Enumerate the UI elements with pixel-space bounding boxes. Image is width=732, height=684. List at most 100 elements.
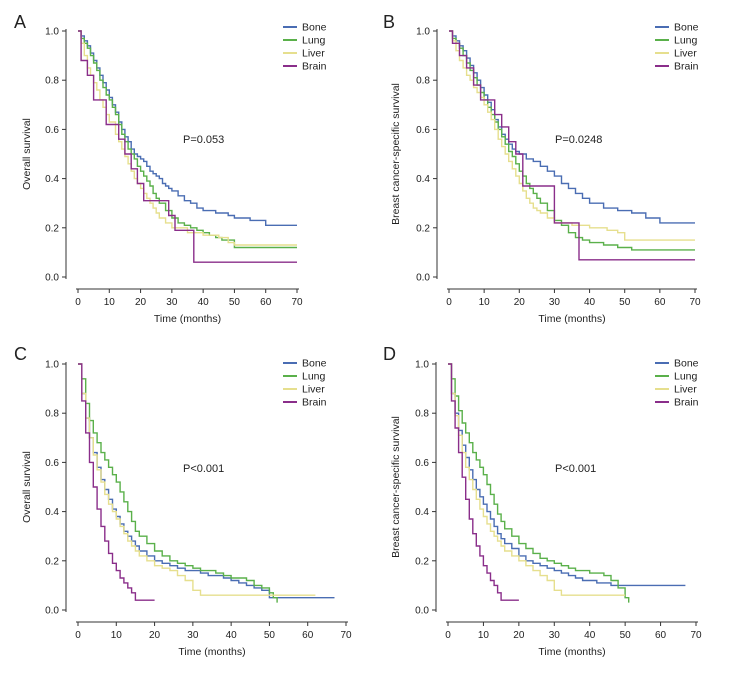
x-tick-label: 0	[75, 297, 81, 308]
legend-label-lung: Lung	[302, 35, 326, 47]
legend-label-bone: Bone	[302, 358, 327, 370]
panel-letter: B	[383, 12, 395, 32]
y-axis-title: Breast cancer-specific survival	[390, 83, 402, 225]
p-value-annotation: P<0.001	[555, 463, 596, 475]
y-axis-title: Overall survival	[21, 118, 33, 190]
x-tick-label: 60	[260, 297, 272, 308]
panel-letter: A	[14, 12, 26, 32]
x-axis-title: Time (months)	[538, 313, 605, 325]
x-tick-label: 70	[690, 630, 702, 641]
legend-label-brain: Brain	[302, 397, 327, 409]
x-tick-label: 10	[479, 297, 491, 308]
x-tick-label: 60	[655, 630, 667, 641]
y-tick-label: 0.2	[416, 223, 430, 234]
y-tick-label: 0.0	[416, 273, 430, 284]
panel-c: C 0.0 0.2 0.4 0.6 0.8 1.0 0 10 20 30 40 50 60 70 Time (…	[14, 344, 352, 658]
y-tick-label: 0.0	[45, 273, 59, 284]
y-tick-label: 0.8	[415, 409, 429, 420]
y-tick-label: 0.6	[415, 458, 429, 469]
legend-label-liver: Liver	[674, 48, 697, 60]
series-brain-curve	[448, 363, 519, 601]
y-tick-label: 0.8	[416, 76, 430, 87]
y-tick-label: 0.2	[415, 556, 429, 567]
x-tick-label: 30	[549, 630, 561, 641]
x-tick-label: 30	[166, 297, 178, 308]
x-axis-title: Time (months)	[538, 646, 605, 658]
panel-letter: D	[383, 344, 396, 364]
series-lung-curve	[78, 30, 297, 249]
x-axis-title: Time (months)	[154, 313, 221, 325]
x-tick-label: 50	[229, 297, 241, 308]
y-tick-label: 0.6	[45, 458, 59, 469]
x-tick-label: 60	[302, 630, 314, 641]
series-liver-curve	[78, 363, 316, 596]
legend-label-bone: Bone	[302, 22, 327, 34]
y-tick-label: 1.0	[415, 360, 429, 371]
series-brain-curve	[78, 363, 155, 601]
y-tick-label: 0.4	[45, 507, 59, 518]
axes	[432, 362, 698, 626]
x-tick-label: 30	[187, 630, 199, 641]
x-tick-label: 40	[584, 630, 596, 641]
x-tick-label: 10	[104, 297, 116, 308]
x-tick-label: 70	[689, 297, 701, 308]
x-tick-label: 10	[478, 630, 490, 641]
y-tick-label: 0.8	[45, 76, 59, 87]
axes	[62, 29, 299, 293]
y-tick-label: 0.6	[416, 125, 430, 136]
y-tick-label: 0.2	[45, 556, 59, 567]
y-tick-label: 0.4	[45, 174, 59, 185]
y-tick-label: 0.2	[45, 223, 59, 234]
x-tick-label: 0	[75, 630, 81, 641]
axes	[62, 362, 348, 626]
panel-a: A 0.0 0.2 0.4 0.6 0.8 1.0 0 10 20 30 40 50 60 70 Time (…	[14, 12, 327, 325]
x-tick-label: 40	[226, 630, 238, 641]
series-lung-curve	[449, 30, 695, 251]
x-tick-label: 50	[264, 630, 276, 641]
series-bone-curve	[449, 30, 695, 224]
x-tick-label: 50	[620, 630, 632, 641]
legend-label-brain: Brain	[674, 397, 699, 409]
x-tick-label: 0	[446, 297, 452, 308]
x-tick-label: 40	[584, 297, 596, 308]
legend-label-bone: Bone	[674, 358, 699, 370]
y-tick-label: 1.0	[45, 360, 59, 371]
series-lung-curve	[448, 363, 630, 603]
x-tick-label: 20	[513, 630, 525, 641]
p-value-annotation: P=0.0248	[555, 134, 602, 146]
legend-label-bone: Bone	[674, 22, 699, 34]
y-tick-label: 0.4	[416, 174, 430, 185]
x-tick-label: 70	[340, 630, 352, 641]
x-tick-label: 60	[654, 297, 666, 308]
y-axis-title: Overall survival	[21, 451, 33, 523]
legend-label-liver: Liver	[674, 384, 697, 396]
series-liver-curve	[448, 363, 626, 596]
y-tick-label: 0.8	[45, 409, 59, 420]
panel-b: B 0.0 0.2 0.4 0.6 0.8 1.0 0 10 20 30 40 50 60 70 Time (…	[383, 12, 701, 325]
x-tick-label: 0	[445, 630, 451, 641]
legend-label-lung: Lung	[674, 35, 698, 47]
x-axis-title: Time (months)	[178, 646, 245, 658]
y-axis-title: Breast cancer-specific survival	[390, 416, 402, 558]
x-tick-label: 30	[549, 297, 561, 308]
y-tick-label: 0.6	[45, 125, 59, 136]
panel-d: D 0.0 0.2 0.4 0.6 0.8 1.0 0 10 20 30 40 50 60 70 Time (…	[383, 344, 702, 658]
y-tick-label: 0.0	[415, 606, 429, 617]
p-value-annotation: P<0.001	[183, 463, 224, 475]
x-tick-label: 50	[619, 297, 631, 308]
y-tick-label: 1.0	[45, 27, 59, 38]
x-tick-label: 70	[291, 297, 303, 308]
legend-label-lung: Lung	[674, 371, 698, 383]
y-tick-label: 1.0	[416, 27, 430, 38]
panel-letter: C	[14, 344, 27, 364]
x-tick-label: 20	[514, 297, 526, 308]
legend-label-liver: Liver	[302, 384, 325, 396]
series-bone-curve	[448, 363, 686, 587]
p-value-annotation: P=0.053	[183, 134, 224, 146]
legend-label-liver: Liver	[302, 48, 325, 60]
x-tick-label: 40	[198, 297, 210, 308]
x-tick-label: 20	[149, 630, 161, 641]
